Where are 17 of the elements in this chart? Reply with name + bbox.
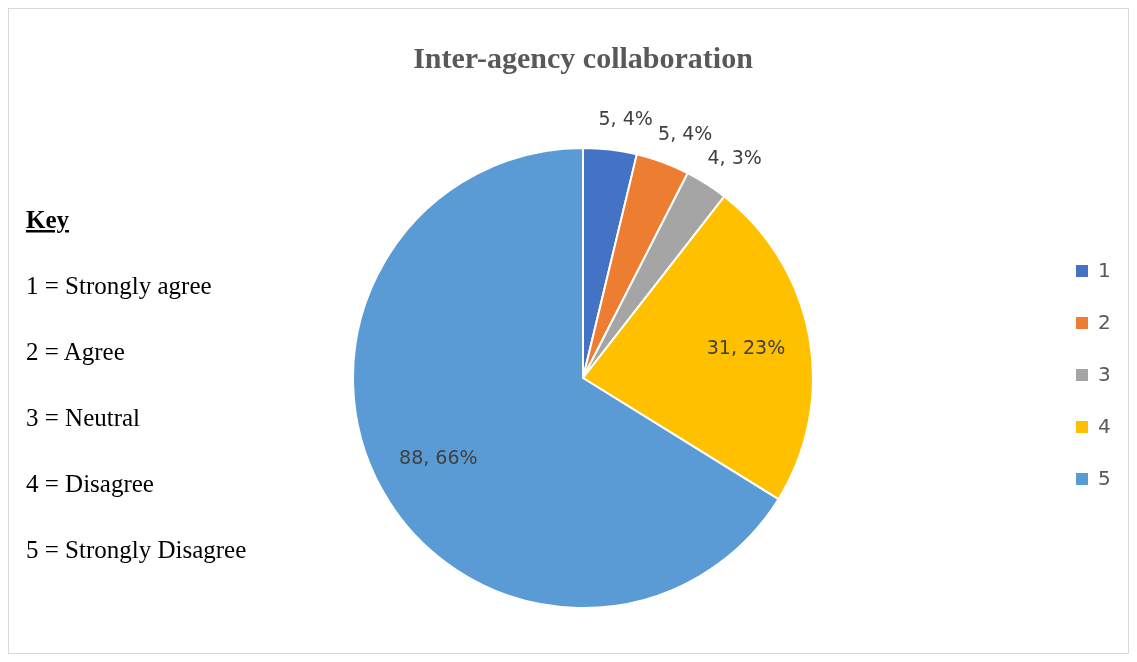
data-label: 5, 4% xyxy=(598,107,653,130)
data-label: 5, 4% xyxy=(658,121,713,144)
legend-label: 3 xyxy=(1098,361,1111,386)
legend-label: 4 xyxy=(1098,413,1111,438)
text: Key xyxy=(26,206,70,233)
chart-title: Inter-agency collaboration xyxy=(413,41,754,74)
text: 5 = Strongly Disagree xyxy=(26,536,247,563)
text: 4 = Disagree xyxy=(26,470,154,497)
data-label: 88, 66% xyxy=(399,446,478,469)
text: 3 = Neutral xyxy=(26,404,141,431)
text: 2 = Agree xyxy=(26,338,125,365)
data-label: 4, 3% xyxy=(707,146,762,169)
data-label: 31, 23% xyxy=(706,336,786,359)
legend-label: 5 xyxy=(1098,465,1111,490)
legend-label: 2 xyxy=(1098,309,1111,334)
text: 1 = Strongly agree xyxy=(26,272,212,299)
legend-label: 1 xyxy=(1098,257,1111,282)
